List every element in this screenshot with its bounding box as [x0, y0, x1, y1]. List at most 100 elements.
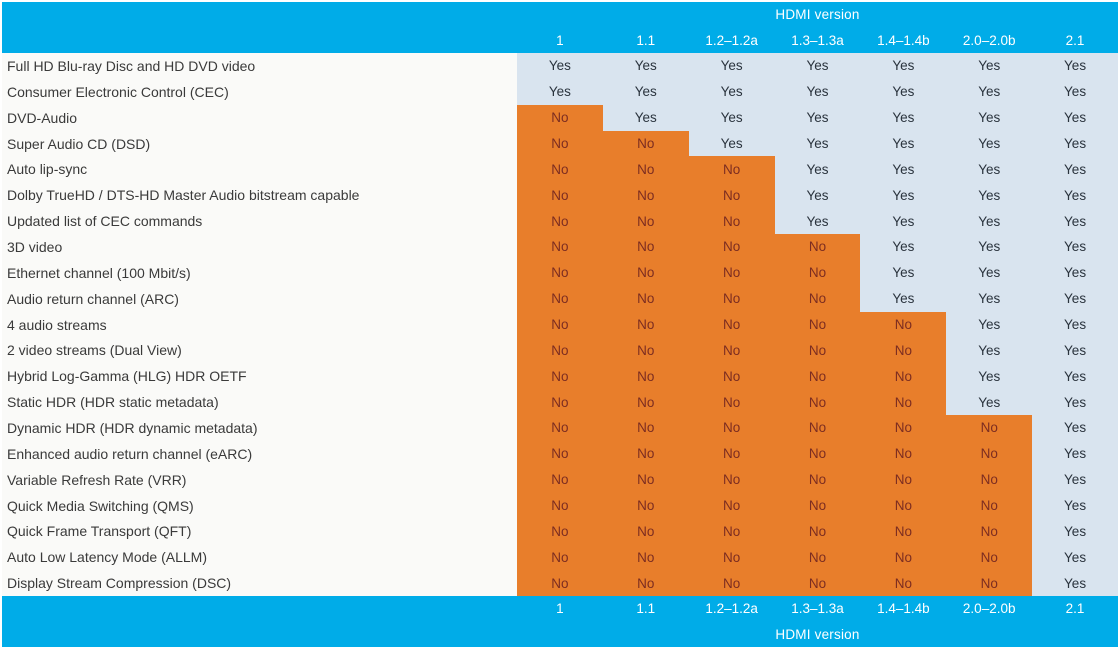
table-row: Quick Media Switching (QMS) No No No No No No Y…: [2, 492, 1118, 519]
feature-label: Ethernet channel (100 Mbit/s): [2, 259, 517, 286]
value-cell: Yes: [688, 53, 775, 79]
table-row: Enhanced audio return channel (eARC) No No…: [2, 440, 1118, 467]
value-cell: Yes: [946, 285, 1033, 312]
value-cell: Yes: [1032, 492, 1118, 519]
value-cell: Yes: [774, 104, 861, 131]
value-cell: No: [774, 285, 861, 312]
value-cell: No: [946, 518, 1033, 545]
value-cell: No: [774, 234, 861, 260]
value-cell: No: [602, 466, 689, 493]
value-cell: Yes: [1032, 311, 1118, 338]
value-cell: Yes: [946, 234, 1033, 260]
value-cell: No: [517, 259, 603, 286]
table-row: Auto Low Latency Mode (ALLM) No No No No No No…: [2, 544, 1118, 571]
feature-label: Auto lip-sync: [2, 156, 517, 183]
value-cell: No: [860, 440, 947, 467]
value-cell: No: [688, 544, 775, 571]
value-cell: No: [774, 440, 861, 467]
value-cell: Yes: [946, 104, 1033, 131]
value-cell: Yes: [1032, 130, 1118, 157]
footer-columns-row: 1 1.1 1.2–1.2a 1.3–1.3a 1.4–1.4b 2.0–2.0b 2.1: [2, 596, 1118, 622]
value-cell: Yes: [1032, 182, 1118, 209]
value-cell: Yes: [1032, 440, 1118, 467]
value-cell: No: [860, 466, 947, 493]
column-header-version: 1.1: [636, 601, 656, 617]
value-cell: No: [602, 363, 689, 390]
value-cell: No: [946, 466, 1033, 493]
value-cell: Yes: [774, 53, 861, 79]
header-title-row: HDMI version: [2, 2, 1118, 28]
feature-label: Quick Frame Transport (QFT): [2, 518, 517, 545]
value-cell: Yes: [1032, 104, 1118, 131]
value-cell: Yes: [1032, 53, 1118, 79]
column-header-version: 2.1: [1065, 601, 1085, 617]
value-cell: Yes: [774, 78, 861, 105]
value-cell: Yes: [774, 156, 861, 183]
feature-label: 3D video: [2, 234, 517, 260]
value-cell: No: [774, 415, 861, 441]
value-cell: Yes: [688, 104, 775, 131]
table-row: Auto lip-sync No No No Yes Yes Yes Yes: [2, 156, 1118, 183]
value-cell: Yes: [517, 53, 603, 79]
value-cell: No: [517, 466, 603, 493]
value-cell: Yes: [860, 104, 947, 131]
value-cell: No: [688, 389, 775, 416]
table-row: Dolby TrueHD / DTS-HD Master Audio bitst…: [2, 182, 1118, 209]
table-row: Super Audio CD (DSD) No No Yes Yes Yes Yes Yes: [2, 130, 1118, 157]
value-cell: No: [517, 570, 603, 597]
header-title: HDMI version: [775, 7, 860, 23]
value-cell: No: [688, 234, 775, 260]
value-cell: No: [774, 544, 861, 571]
value-cell: No: [946, 415, 1033, 441]
value-cell: No: [602, 156, 689, 183]
value-cell: Yes: [946, 311, 1033, 338]
value-cell: No: [860, 311, 947, 338]
column-header-version: 1: [556, 601, 564, 617]
feature-label: Variable Refresh Rate (VRR): [2, 466, 517, 493]
value-cell: No: [517, 363, 603, 390]
feature-label: Updated list of CEC commands: [2, 208, 517, 235]
value-cell: Yes: [774, 208, 861, 235]
table-row: Audio return channel (ARC) No No No No Yes Yes…: [2, 285, 1118, 312]
value-cell: No: [688, 440, 775, 467]
value-cell: No: [860, 492, 947, 519]
value-cell: No: [517, 156, 603, 183]
value-cell: Yes: [860, 234, 947, 260]
value-cell: Yes: [1032, 234, 1118, 260]
value-cell: No: [602, 182, 689, 209]
value-cell: Yes: [1032, 337, 1118, 364]
value-cell: No: [517, 285, 603, 312]
value-cell: Yes: [860, 78, 947, 105]
value-cell: No: [602, 544, 689, 571]
value-cell: No: [602, 285, 689, 312]
value-cell: Yes: [602, 53, 689, 79]
feature-label: Dynamic HDR (HDR dynamic metadata): [2, 415, 517, 441]
value-cell: No: [688, 337, 775, 364]
feature-label: Auto Low Latency Mode (ALLM): [2, 544, 517, 571]
feature-label: Dolby TrueHD / DTS-HD Master Audio bitst…: [2, 182, 517, 209]
table-row: DVD-Audio No Yes Yes Yes Yes Yes Yes: [2, 104, 1118, 131]
value-cell: No: [517, 337, 603, 364]
value-cell: No: [860, 389, 947, 416]
value-cell: No: [688, 156, 775, 183]
table-row: Hybrid Log-Gamma (HLG) HDR OETF No No No No N…: [2, 363, 1118, 390]
column-header-version: 1.4–1.4b: [877, 601, 930, 617]
value-cell: No: [517, 440, 603, 467]
value-cell: Yes: [860, 208, 947, 235]
value-cell: Yes: [1032, 259, 1118, 286]
value-cell: Yes: [1032, 466, 1118, 493]
value-cell: Yes: [860, 182, 947, 209]
value-cell: No: [860, 337, 947, 364]
value-cell: Yes: [1032, 78, 1118, 105]
value-cell: Yes: [946, 130, 1033, 157]
table-row: Quick Frame Transport (QFT) No No No No No No Y…: [2, 518, 1118, 545]
value-cell: No: [688, 492, 775, 519]
value-cell: No: [602, 130, 689, 157]
feature-label: Enhanced audio return channel (eARC): [2, 440, 517, 467]
table-footer-band: 1 1.1 1.2–1.2a 1.3–1.3a 1.4–1.4b 2.0–2.0b 2.1 …: [2, 596, 1118, 647]
column-header-version: 1.1: [636, 32, 656, 48]
value-cell: No: [517, 389, 603, 416]
value-cell: Yes: [602, 78, 689, 105]
value-cell: Yes: [1032, 363, 1118, 390]
